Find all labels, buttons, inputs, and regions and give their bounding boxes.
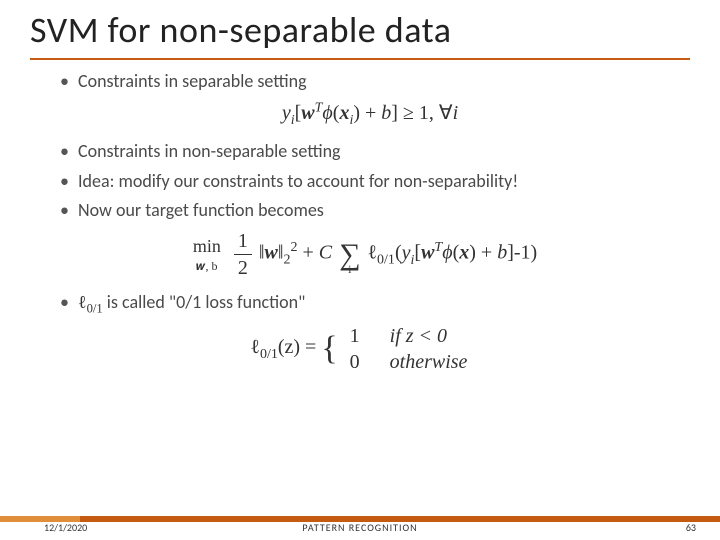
min-label: min (193, 235, 221, 258)
slide-title: SVM for non-separable data (30, 8, 452, 52)
case2-cond: otherwise (390, 349, 490, 375)
content-area: Constraints in separable setting yi[wTϕ(… (60, 70, 680, 385)
case1-cond: if z < 0 (390, 323, 490, 349)
slide: SVM for non-separable data Constraints i… (0, 0, 720, 540)
equation-loss-def: ℓ0/1(z) = { 1 if z < 0 0 otherwise (60, 323, 680, 375)
bullet-idea: Idea: modify our constraints to account … (60, 170, 680, 193)
bullet-nonseparable: Constraints in non-separable setting (60, 140, 680, 163)
eq1-text: yi[wTϕ(xi) + b] ≥ 1, ∀i (282, 102, 458, 124)
title-underline (30, 58, 690, 60)
bullet-text: is called "0/1 loss function" (107, 291, 306, 313)
footer: 12/1/2020 PATTERN RECOGNITION 63 (0, 516, 720, 540)
equation-objective: min 𝒘, b 1 2 ‖w‖22 + C ∑ i ℓ0/1(yi[wTϕ(x… (50, 228, 680, 281)
equation-separable-constraint: yi[wTϕ(xi) + b] ≥ 1, ∀i (60, 99, 680, 130)
bullet-separable: Constraints in separable setting (60, 70, 680, 93)
min-sub: 𝒘, b (193, 259, 221, 275)
bullet-text: Constraints in non-separable setting (78, 140, 341, 162)
bullet-text: Idea: modify our constraints to account … (78, 170, 518, 192)
loss-symbol: ℓ0/1 (78, 292, 103, 312)
footer-label: PATTERN RECOGNITION (0, 521, 720, 534)
case1-val: 1 (345, 323, 365, 349)
bullet-target: Now our target function becomes (60, 199, 680, 222)
bullet-text: Now our target function becomes (78, 199, 324, 221)
footer-page: 63 (686, 521, 696, 534)
case2-val: 0 (345, 349, 365, 375)
bullet-loss-name: ℓ0/1 is called "0/1 loss function" (60, 291, 680, 317)
bullet-text: Constraints in separable setting (78, 70, 307, 92)
